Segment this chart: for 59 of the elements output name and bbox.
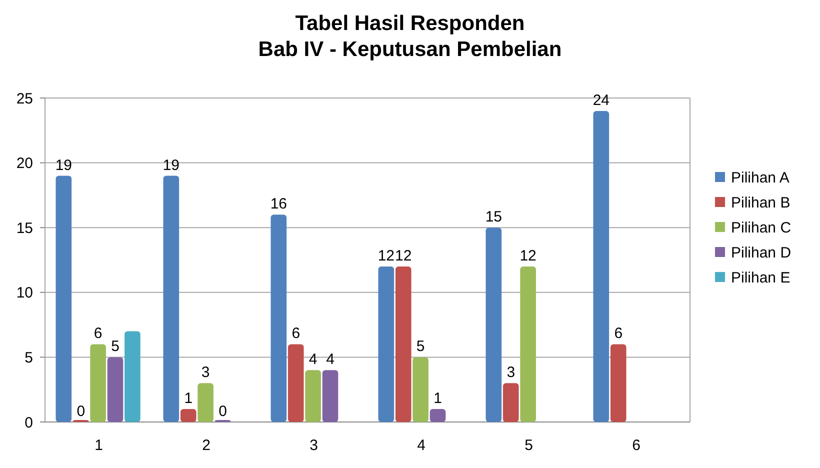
data-label: 24 xyxy=(592,92,610,109)
data-label: 3 xyxy=(201,364,210,382)
bar xyxy=(520,266,536,422)
bar xyxy=(322,370,338,422)
data-label: 1 xyxy=(184,390,193,408)
data-label: 5 xyxy=(416,338,425,356)
data-label: 19 xyxy=(55,156,72,174)
bar xyxy=(124,331,140,422)
y-tick-label: 0 xyxy=(24,414,33,432)
x-tick-label: 6 xyxy=(632,437,640,454)
bar xyxy=(412,357,428,422)
legend-label: Pilihan E xyxy=(731,269,790,286)
legend-label: Pilihan B xyxy=(731,194,790,212)
data-label: 15 xyxy=(485,208,502,226)
data-label: 6 xyxy=(614,325,623,342)
data-label: 6 xyxy=(94,325,102,342)
bar xyxy=(395,266,412,422)
x-tick-label: 4 xyxy=(417,437,426,454)
bar xyxy=(180,409,196,422)
bar xyxy=(486,228,502,422)
data-label: 16 xyxy=(270,196,288,213)
x-tick-label: 3 xyxy=(310,437,318,454)
data-label: 12 xyxy=(378,247,395,264)
data-label: 0 xyxy=(76,403,86,420)
bar xyxy=(270,214,287,422)
bar xyxy=(288,344,304,422)
y-tick-label: 25 xyxy=(16,90,33,108)
bar xyxy=(107,357,124,422)
legend-label: Pilihan C xyxy=(731,219,792,236)
data-label: 4 xyxy=(308,351,318,368)
bar xyxy=(305,370,321,422)
legend-label: Pilihan D xyxy=(731,244,792,262)
data-label: 0 xyxy=(218,403,227,420)
bar xyxy=(163,176,180,422)
data-label: 3 xyxy=(506,364,516,382)
chart-title: Tabel Hasil Responden Bab IV - Keputusan Pembelian xyxy=(258,12,562,61)
x-tick-label: 5 xyxy=(524,437,533,454)
data-label: 4 xyxy=(326,351,334,368)
bar xyxy=(593,110,610,422)
bar xyxy=(56,176,72,422)
data-label: 12 xyxy=(395,247,412,264)
legend-label: Pilihan A xyxy=(731,169,790,186)
bar xyxy=(198,383,214,422)
y-tick-label: 5 xyxy=(24,349,33,366)
bar xyxy=(502,383,519,422)
bar xyxy=(430,409,446,422)
y-tick-label: 10 xyxy=(16,284,33,302)
y-tick-label: 20 xyxy=(16,155,33,172)
data-label: 1 xyxy=(434,390,442,408)
bar xyxy=(610,344,626,422)
data-label: 5 xyxy=(111,338,120,356)
bar xyxy=(90,344,106,422)
data-label: 19 xyxy=(162,156,180,174)
data-label: 6 xyxy=(292,325,300,342)
bar xyxy=(378,266,394,422)
data-label: 12 xyxy=(520,247,536,264)
x-tick-label: 1 xyxy=(94,437,103,454)
x-tick-label: 2 xyxy=(202,437,210,454)
y-tick-label: 15 xyxy=(16,220,33,237)
